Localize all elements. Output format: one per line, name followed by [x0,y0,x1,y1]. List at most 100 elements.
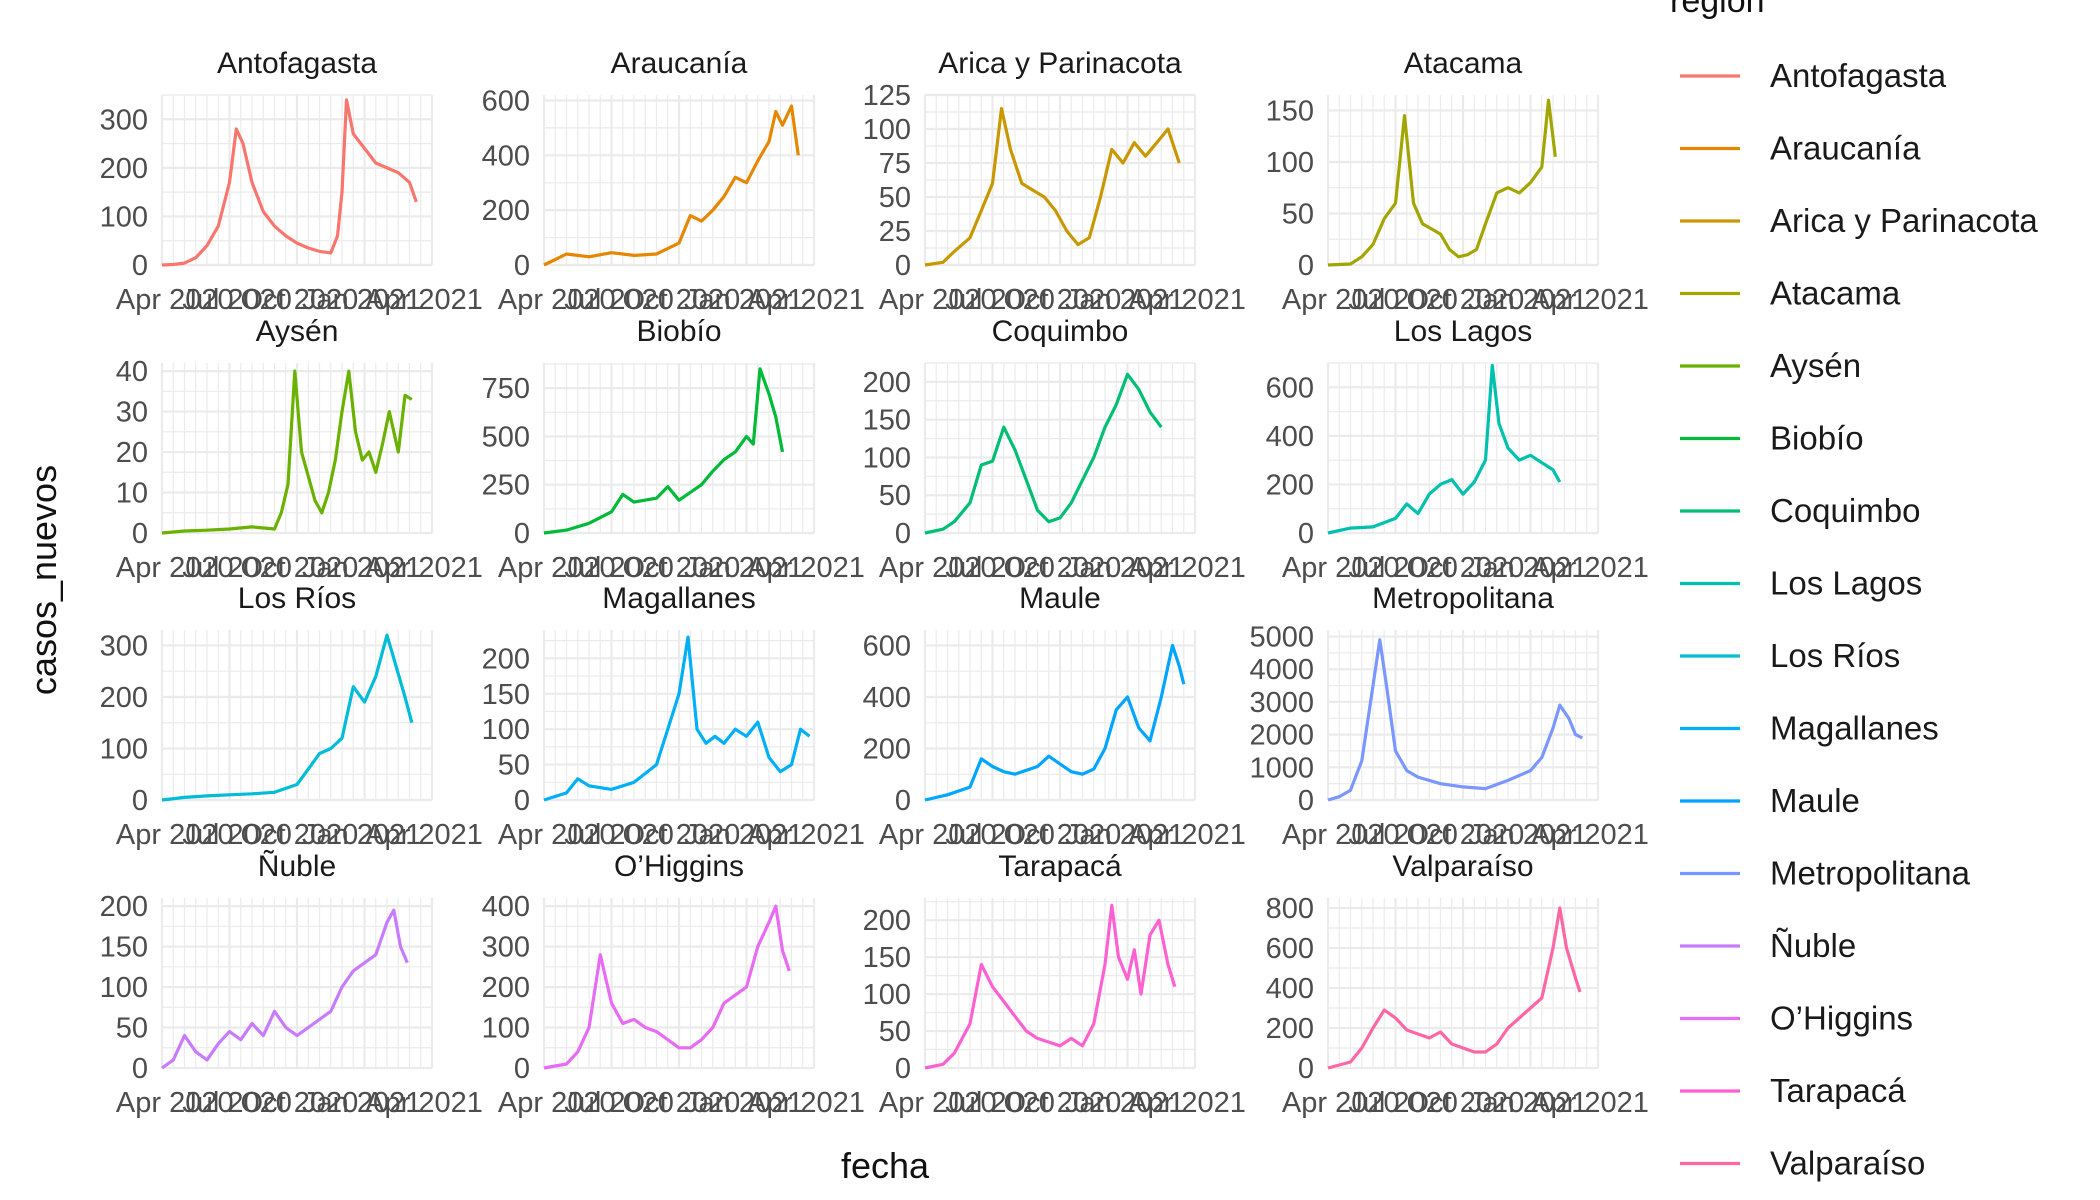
legend-item: Los Ríos [1680,637,1900,674]
legend-item: O’Higgins [1680,1000,1913,1037]
y-tick-label: 400 [1266,973,1314,1005]
legend-item: Biobío [1680,420,1864,457]
x-tick-label: Jul 2020 [945,284,1055,316]
y-tick-label: 3000 [1249,687,1314,719]
x-tick-label: Apr 2021 [1128,1087,1246,1119]
series-line [543,104,800,267]
legend-label: Tarapacá [1770,1072,1906,1109]
x-tick-label: Apr 2020 [879,819,997,851]
series-line [161,369,413,535]
facet-title: Atacama [1404,47,1523,80]
series-line [161,633,414,802]
y-tick-label: 100 [100,733,148,765]
facet-title: Araucanía [611,47,748,80]
y-tick-label: 100 [1266,147,1314,179]
x-tick-label: Jul 2020 [182,819,292,851]
y-tick-label: 750 [482,373,530,405]
facet-title: Antofagasta [217,47,377,80]
x-tick-label: Oct 2020 [241,1087,359,1119]
y-tick-label: 200 [1266,1013,1314,1045]
legend-item: Magallanes [1680,710,1939,747]
x-tick-label: Apr 2021 [1128,284,1246,316]
series-line [1327,638,1583,802]
series-line [1327,363,1562,535]
x-tick-label: Apr 2020 [116,1087,234,1119]
facet-title: Los Lagos [1394,315,1532,348]
facet-title: Los Ríos [238,582,356,615]
legend-item: Arica y Parinacota [1680,202,2038,239]
x-tick-label: Oct 2020 [623,284,741,316]
y-tick-label: 300 [482,932,530,964]
y-tick-label: 30 [116,397,148,429]
x-tick-label: Apr 2021 [747,1087,865,1119]
legend-item: Coquimbo [1680,492,1920,529]
x-tick-label: Jan 2021 [302,552,421,584]
y-tick-label: 200 [863,905,911,937]
y-tick-label: 200 [482,195,530,227]
facet-title: Arica y Parinacota [938,47,1182,80]
x-tick-label: Jan 2021 [1065,819,1184,851]
legend-label: Araucanía [1770,130,1921,167]
y-tick-label: 5000 [1249,622,1314,654]
y-tick-label: 25 [879,216,911,248]
facet-title: Metropolitana [1372,582,1554,615]
x-tick-label: Jan 2021 [1468,819,1587,851]
y-tick-label: 100 [863,442,911,474]
y-tick-label: 0 [132,518,148,550]
facet-title: O’Higgins [614,850,744,883]
x-tick-label: Apr 2021 [1531,1087,1649,1119]
y-tick-label: 200 [863,733,911,765]
y-tick-label: 2000 [1249,720,1314,752]
series-line [924,903,1177,1070]
x-tick-label: Apr 2021 [1531,819,1649,851]
y-tick-label: 0 [895,518,911,550]
x-tick-label: Apr 2021 [1531,552,1649,584]
y-tick-label: 0 [1298,250,1314,282]
y-tick-label: 600 [482,85,530,117]
y-tick-label: 600 [863,630,911,662]
x-tick-label: Jul 2020 [945,1087,1055,1119]
y-tick-label: 0 [514,785,530,817]
x-tick-label: Jul 2020 [945,552,1055,584]
y-tick-label: 600 [1266,372,1314,404]
y-tick-label: 40 [116,356,148,388]
x-tick-label: Oct 2020 [623,819,741,851]
y-tick-label: 250 [482,470,530,502]
y-tick-label: 10 [116,478,148,510]
x-tick-label: Jan 2021 [684,819,803,851]
x-tick-label: Jan 2021 [1065,1087,1184,1119]
x-tick-label: Jan 2021 [684,1087,803,1119]
legend-item: Antofagasta [1680,57,1947,94]
legend: region Antofagasta Araucanía Arica y Parin… [1670,0,2038,1182]
series-line [161,98,418,267]
x-tick-label: Jul 2020 [564,1087,674,1119]
y-tick-label: 100 [863,979,911,1011]
legend-label: Biobío [1770,420,1864,457]
x-tick-label: Apr 2020 [498,819,616,851]
y-tick-label: 0 [514,518,530,550]
legend-label: Aysén [1770,347,1861,384]
y-tick-label: 0 [514,250,530,282]
y-tick-label: 100 [100,201,148,233]
x-tick-label: Jul 2020 [564,284,674,316]
x-tick-label: Jan 2021 [1468,552,1587,584]
legend-item: Metropolitana [1680,855,1971,892]
x-tick-label: Jul 2020 [182,1087,292,1119]
x-tick-label: Jul 2020 [945,819,1055,851]
facet-title: Magallanes [602,582,755,615]
legend-label: O’Higgins [1770,1000,1913,1037]
y-tick-label: 200 [482,972,530,1004]
y-tick-label: 0 [1298,518,1314,550]
y-tick-label: 0 [895,785,911,817]
x-tick-label: Apr 2021 [365,284,483,316]
series-line [924,372,1163,535]
y-tick-label: 0 [895,250,911,282]
